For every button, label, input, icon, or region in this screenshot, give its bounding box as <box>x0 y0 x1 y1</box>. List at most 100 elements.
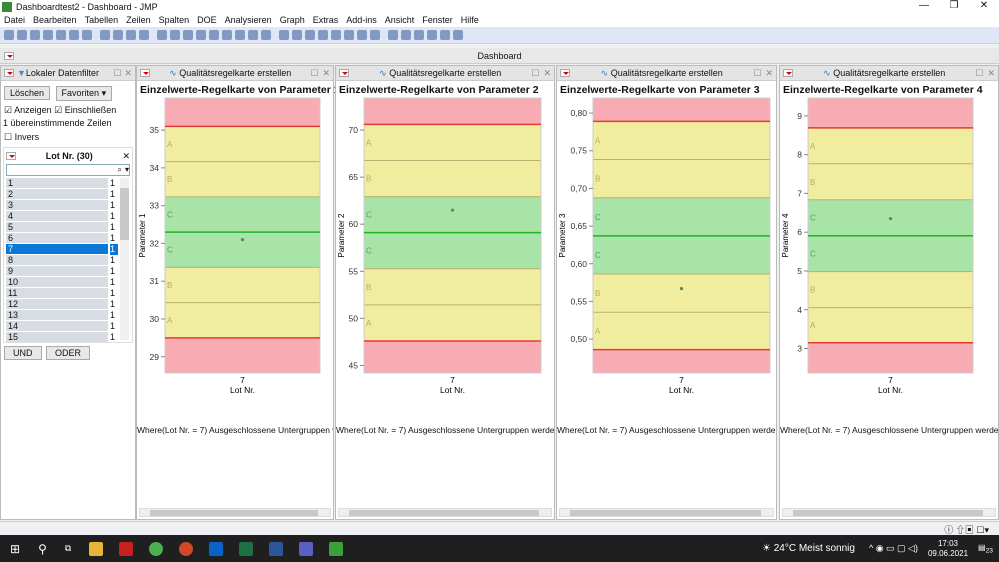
toolbar-tool-icon[interactable] <box>209 30 219 40</box>
toolbar-tool-icon[interactable] <box>414 30 424 40</box>
maximize-panel-icon[interactable]: ☐ <box>753 67 762 78</box>
toolbar-tool-icon[interactable] <box>69 30 79 40</box>
toolbar-tool-icon[interactable] <box>427 30 437 40</box>
jmp-taskbar-icon[interactable] <box>329 541 344 556</box>
outlook-icon[interactable] <box>209 541 224 556</box>
toolbar-tool-icon[interactable] <box>401 30 411 40</box>
lot-list-item[interactable]: 12 1 <box>6 299 118 310</box>
toolbar-tool-icon[interactable] <box>30 30 40 40</box>
panel-menu-icon[interactable] <box>339 69 349 77</box>
menu-spalten[interactable]: Spalten <box>158 15 190 25</box>
menu-analysieren[interactable]: Analysieren <box>224 15 272 25</box>
toolbar-tool-icon[interactable] <box>17 30 27 40</box>
toolbar-tool-icon[interactable] <box>170 30 180 40</box>
horizontal-scrollbar[interactable] <box>782 508 996 517</box>
toolbar-tool-icon[interactable] <box>183 30 193 40</box>
horizontal-scrollbar[interactable] <box>139 508 331 517</box>
acrobat-icon[interactable] <box>119 541 134 556</box>
toolbar-tool-icon[interactable] <box>292 30 302 40</box>
lot-list-item[interactable]: 15 1 <box>6 332 118 343</box>
menu-tabellen[interactable]: Tabellen <box>84 15 119 25</box>
toolbar-tool-icon[interactable] <box>235 30 245 40</box>
menu-ansicht[interactable]: Ansicht <box>384 15 415 25</box>
horizontal-scrollbar[interactable] <box>559 508 774 517</box>
toolbar-tool-icon[interactable] <box>4 30 14 40</box>
lot-search-input[interactable]: ⌕ ▾ <box>6 164 130 176</box>
panel-menu-icon[interactable] <box>783 69 793 77</box>
include-checkbox[interactable]: ☑ Einschließen <box>54 105 117 115</box>
close-panel-icon[interactable]: ✕ <box>543 67 551 78</box>
search-icon[interactable]: ⚲ <box>38 541 47 556</box>
file-explorer-icon[interactable] <box>89 541 104 556</box>
menu-hilfe[interactable]: Hilfe <box>460 15 479 25</box>
toolbar-tool-icon[interactable] <box>331 30 341 40</box>
teams-icon[interactable] <box>299 541 314 556</box>
windows-start-icon[interactable]: ⊞ <box>10 541 21 556</box>
lot-list-scrollbar[interactable] <box>120 178 129 340</box>
weather-widget[interactable]: ☀ 24°C Meist sonnig <box>761 543 855 554</box>
menu-doe[interactable]: DOE <box>197 15 217 25</box>
panel-menu-icon[interactable] <box>140 69 150 77</box>
menu-add-ins[interactable]: Add-ins <box>346 15 377 25</box>
dashboard-menu-icon[interactable] <box>4 52 14 60</box>
filter-menu-icon[interactable] <box>4 69 14 77</box>
toolbar-tool-icon[interactable] <box>222 30 232 40</box>
close-panel-icon[interactable]: ✕ <box>987 67 995 78</box>
toolbar-tool-icon[interactable] <box>279 30 289 40</box>
notification-center-icon[interactable]: ▤23 <box>978 542 993 555</box>
toolbar-tool-icon[interactable] <box>100 30 110 40</box>
search-options-icon[interactable]: ▾ <box>124 165 129 174</box>
menu-bearbeiten[interactable]: Bearbeiten <box>33 15 77 25</box>
toolbar-tool-icon[interactable] <box>344 30 354 40</box>
lot-list-item[interactable]: 13 1 <box>6 310 118 321</box>
and-button[interactable]: UND <box>4 346 42 360</box>
toolbar-tool-icon[interactable] <box>126 30 136 40</box>
invert-checkbox[interactable]: ☐ Invers <box>4 132 40 142</box>
maximize-panel-icon[interactable]: ☐ <box>975 67 984 78</box>
maximize-button[interactable]: ❐ <box>949 0 959 11</box>
excel-icon[interactable] <box>239 541 254 556</box>
panel-menu-icon[interactable] <box>560 69 570 77</box>
toolbar-tool-icon[interactable] <box>139 30 149 40</box>
menu-zeilen[interactable]: Zeilen <box>126 15 151 25</box>
minimize-button[interactable]: — <box>919 0 929 11</box>
favorites-dropdown[interactable]: Favoriten ▾ <box>55 86 113 101</box>
toolbar-tool-icon[interactable] <box>113 30 123 40</box>
toolbar-tool-icon[interactable] <box>453 30 463 40</box>
close-panel-icon[interactable]: ✕ <box>765 67 773 78</box>
horizontal-scrollbar[interactable] <box>338 508 552 517</box>
lot-filter-menu-icon[interactable] <box>6 152 16 160</box>
tray-icons[interactable]: ^ ◉ ▭ ▢ ◁) <box>868 543 918 553</box>
lot-list-item[interactable]: 14 1 <box>6 321 118 332</box>
lot-list-item[interactable]: 11 1 <box>6 288 118 299</box>
remove-filter-icon[interactable]: ✕ <box>122 150 130 161</box>
chrome-icon[interactable] <box>149 541 164 556</box>
menu-fenster[interactable]: Fenster <box>422 15 453 25</box>
toolbar-tool-icon[interactable] <box>318 30 328 40</box>
toolbar-tool-icon[interactable] <box>440 30 450 40</box>
menu-extras[interactable]: Extras <box>312 15 339 25</box>
powerpoint-icon[interactable] <box>179 541 194 556</box>
maximize-panel-icon[interactable]: ☐ <box>310 67 319 78</box>
toolbar-tool-icon[interactable] <box>82 30 92 40</box>
close-button[interactable]: ✕ <box>979 0 989 11</box>
clock[interactable]: 17:03 09.06.2021 <box>928 539 968 559</box>
show-checkbox[interactable]: ☑ Anzeigen <box>4 105 52 115</box>
or-button[interactable]: ODER <box>46 346 91 360</box>
menu-datei[interactable]: Datei <box>4 15 26 25</box>
task-view-icon[interactable]: ⧉ <box>64 543 72 553</box>
close-panel-icon[interactable]: ✕ <box>322 67 330 78</box>
word-icon[interactable] <box>269 541 284 556</box>
maximize-panel-icon[interactable]: ☐ <box>531 67 540 78</box>
clear-button[interactable]: Löschen <box>4 86 51 100</box>
toolbar-tool-icon[interactable] <box>261 30 271 40</box>
toolbar-tool-icon[interactable] <box>43 30 53 40</box>
close-panel-icon[interactable]: ✕ <box>124 67 132 78</box>
